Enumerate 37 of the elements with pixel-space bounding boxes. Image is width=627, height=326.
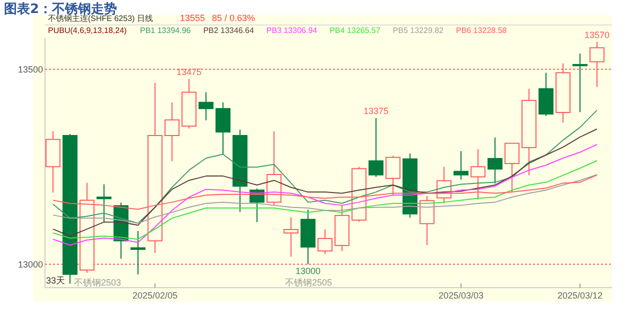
candlestick (454, 150, 468, 180)
candlestick (420, 195, 434, 246)
line-series (52, 110, 598, 224)
annotation: 33天 (46, 276, 66, 286)
chart-subtitle: 不锈钢主连(SHFE 6253) 日线 (48, 14, 153, 23)
x-tick-label: 2025/03/12 (557, 290, 603, 301)
text: PB2 13346.64 (203, 26, 254, 35)
annotation: 13000 (295, 266, 321, 276)
annotation: 不锈钢2503 (74, 278, 122, 288)
candlestick (318, 228, 332, 255)
text: 85 / 0.63% (212, 13, 256, 23)
candlestick (284, 216, 298, 258)
candlestick (130, 230, 146, 275)
x-tick-label: 2025/03/03 (438, 290, 484, 301)
candlestick (488, 136, 502, 184)
text: PB3 13306.94 (266, 26, 318, 35)
annotation: 13375 (363, 106, 389, 116)
candlestick (164, 102, 180, 162)
text: PB6 13228.58 (456, 26, 508, 35)
text: PB5 13229.82 (392, 26, 444, 35)
x-tick-label: 2025/02/05 (132, 290, 178, 301)
line-series (52, 160, 598, 240)
line-series (52, 174, 598, 224)
candlestick (198, 92, 214, 121)
candlestick (572, 53, 588, 113)
candlestick (216, 102, 230, 155)
line-series (52, 144, 598, 246)
line-series (52, 128, 598, 237)
annotation: 13570 (584, 30, 610, 40)
text: PB4 13265.57 (330, 26, 381, 35)
candlestick (368, 117, 384, 178)
text: PUBU(4,6,9,13,18,24) (48, 26, 128, 35)
text: PB1 13394.96 (140, 26, 192, 35)
candlestick (96, 184, 112, 223)
y-tick-label: 13500 (18, 64, 43, 74)
annotation: 不锈钢2505 (285, 278, 332, 288)
text: 13555 (180, 13, 206, 23)
